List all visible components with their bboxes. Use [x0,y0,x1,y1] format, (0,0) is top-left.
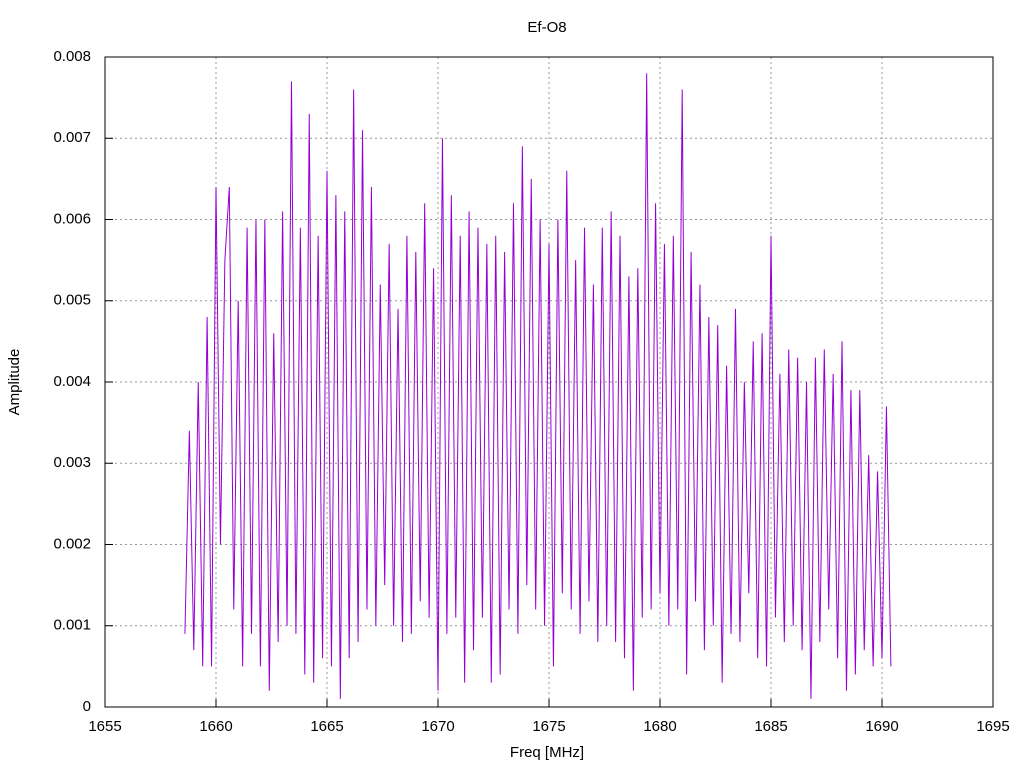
y-tick-label: 0.005 [53,292,91,309]
x-tick-label: 1655 [88,718,121,735]
x-tick-label: 1685 [754,718,787,735]
data-line [184,73,892,699]
y-tick-label: 0 [83,698,91,715]
x-tick-label: 1660 [199,718,232,735]
x-tick-label: 1675 [532,718,565,735]
y-axis-label: Amplitude [6,349,23,416]
y-tick-label: 0.004 [53,373,91,390]
x-tick-label: 1665 [310,718,343,735]
x-axis-label: Freq [MHz] [510,744,584,761]
x-tick-label: 1670 [421,718,454,735]
y-tick-label: 0.007 [53,129,91,146]
y-tick-label: 0.003 [53,454,91,471]
chart-title: Ef-O8 [527,19,566,36]
y-tick-label: 0.006 [53,210,91,227]
x-tick-label: 1690 [865,718,898,735]
x-tick-label: 1680 [643,718,676,735]
plot-border [104,56,994,708]
y-tick-label: 0.002 [53,535,91,552]
y-tick-label: 0.001 [53,617,91,634]
x-tick-label: 1695 [976,718,1009,735]
y-tick-label: 0.008 [53,48,91,65]
